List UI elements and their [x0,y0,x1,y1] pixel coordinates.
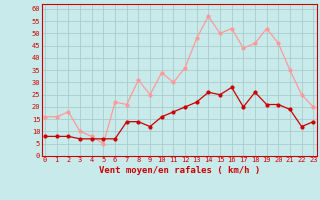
X-axis label: Vent moyen/en rafales ( km/h ): Vent moyen/en rafales ( km/h ) [99,166,260,175]
